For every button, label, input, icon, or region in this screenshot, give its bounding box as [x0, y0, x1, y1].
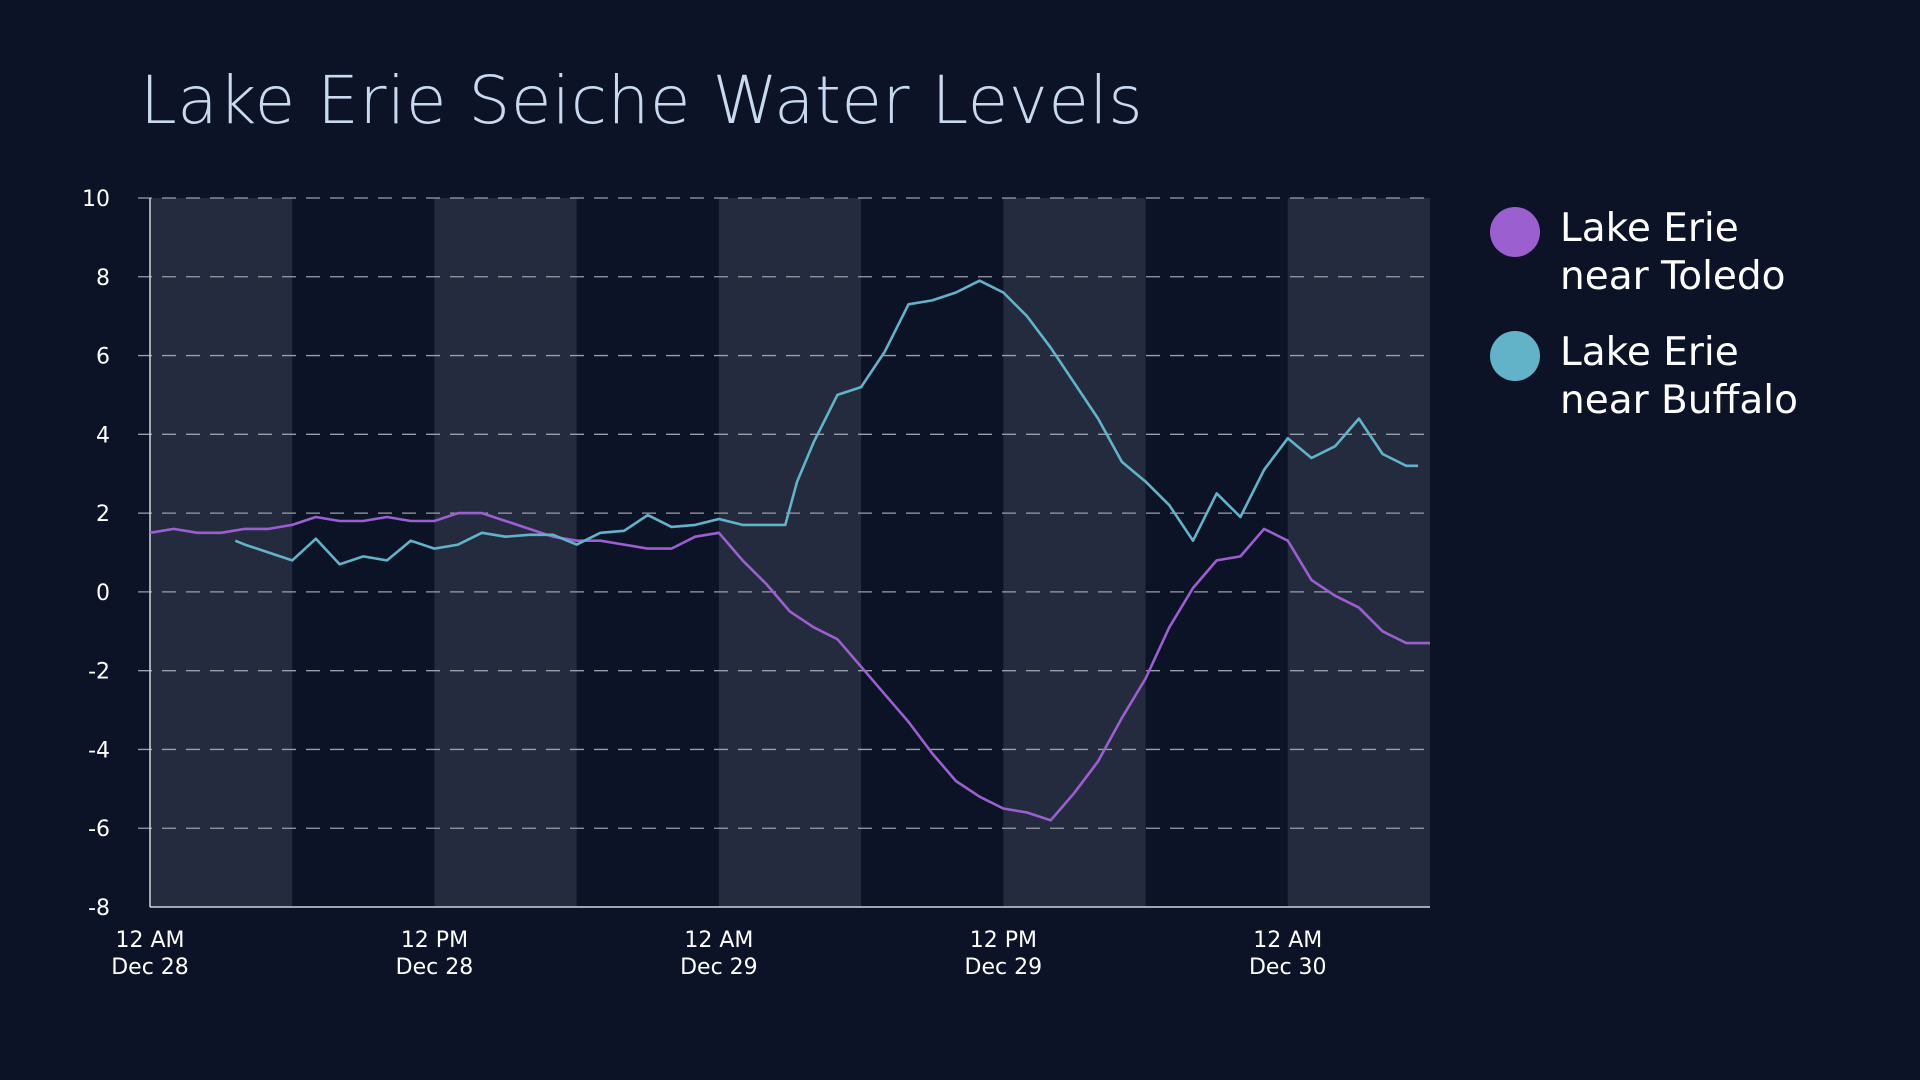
x-tick-label: Dec 30	[1249, 955, 1327, 980]
legend-label: Lake Erie	[1560, 206, 1739, 251]
series-lines	[149, 279, 1430, 822]
shaded-band	[718, 198, 862, 907]
y-tick-label: 2	[96, 502, 110, 527]
series-line-buffalo	[234, 279, 1419, 566]
y-tick-label: -6	[88, 817, 110, 842]
x-tick-label: Dec 28	[396, 955, 474, 980]
legend: Lake Erie near Toledo Lake Erie near Buffa…	[1490, 205, 1820, 453]
y-tick-label: 6	[96, 345, 110, 370]
y-tick-label: 10	[82, 187, 110, 212]
x-tick-label: 12 AM	[115, 928, 184, 953]
y-tick-label: 8	[96, 266, 110, 291]
legend-item-buffalo[interactable]: Lake Erie near Buffalo	[1490, 329, 1820, 425]
y-tick-label: -2	[88, 660, 110, 685]
x-tick-label: Dec 29	[965, 955, 1043, 980]
x-tick-label: Dec 28	[111, 955, 189, 980]
y-tick-label: -4	[88, 738, 110, 763]
shaded-band	[1003, 198, 1146, 907]
legend-label: Lake Erie	[1560, 330, 1739, 375]
shaded-band	[434, 198, 577, 907]
x-tick-label: 12 AM	[684, 928, 753, 953]
series-line-toledo	[149, 511, 1430, 822]
legend-label: near Buffalo	[1560, 378, 1798, 423]
chart-title: Lake Erie Seiche Water Levels	[140, 62, 1144, 139]
legend-swatch-icon	[1490, 207, 1540, 257]
y-tick-label: -8	[88, 896, 110, 921]
legend-label: near Toledo	[1560, 254, 1786, 299]
axes	[149, 198, 1430, 908]
shaded-band	[1287, 198, 1430, 907]
x-tick-label: Dec 29	[680, 955, 758, 980]
legend-item-toledo[interactable]: Lake Erie near Toledo	[1490, 205, 1820, 301]
x-tick-label: 12 AM	[1253, 928, 1322, 953]
shaded-bands	[150, 198, 1430, 907]
y-tick-label: 0	[96, 581, 110, 606]
y-tick-labels: 10 8 6 4 2 0 -2 -4 -6 -8	[82, 187, 110, 921]
legend-swatch-icon	[1490, 331, 1540, 381]
x-tick-label: 12 PM	[401, 928, 468, 953]
y-tick-label: 4	[96, 423, 110, 448]
x-tick-label: 12 PM	[970, 928, 1037, 953]
